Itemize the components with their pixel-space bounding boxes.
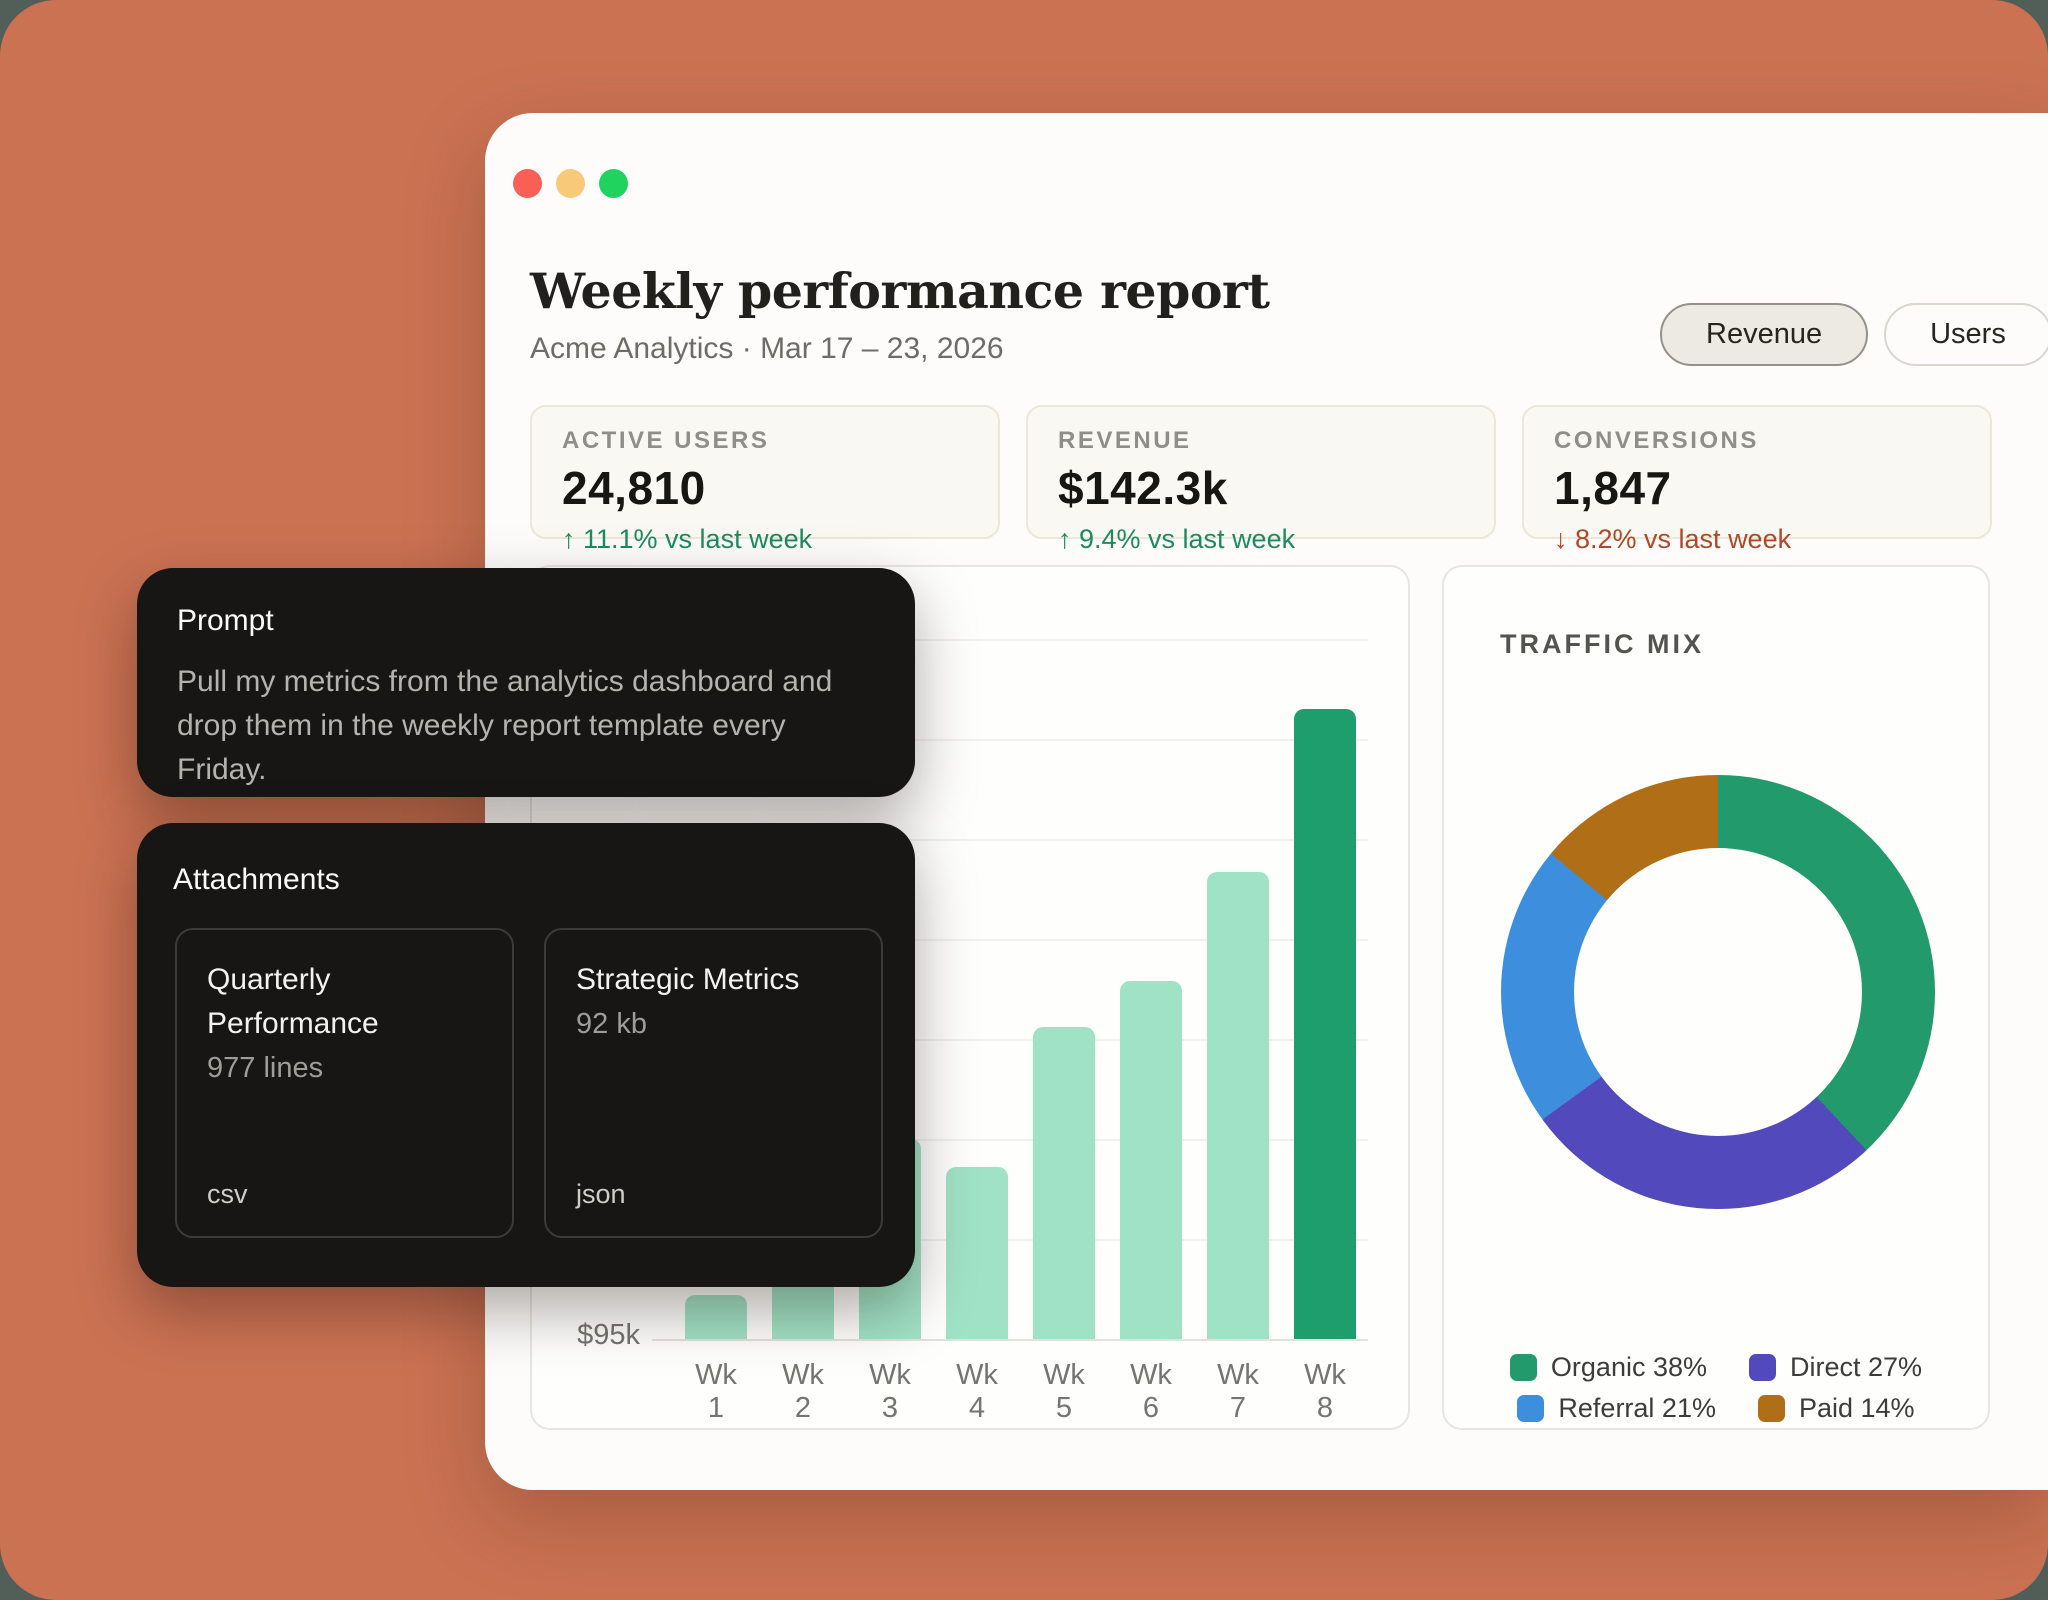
bar-wk6 [1120,981,1182,1339]
page-subtitle: Acme Analytics · Mar 17 – 23, 2026 [530,332,1004,365]
attachment-name: Strategic Metrics [576,963,800,996]
direct-swatch-icon [1749,1354,1777,1381]
legend-label: Organic 38% [1550,1352,1708,1382]
x-tick-label: Wk 5 [1043,1359,1085,1424]
kpi-row: ACTIVE USERS 24,810 ↑ 11.1% vs last week RE… [530,405,1992,554]
attachment-filetype-badge: csv [207,1179,248,1209]
legend-item-referral: Referral 21% [1517,1393,1716,1424]
close-window-icon[interactable] [513,169,542,198]
attachment-file-card[interactable]: Strategic Metrics 92 kb json [544,928,883,1238]
x-tick-label: Wk 1 [695,1359,737,1424]
revenue-toggle-button[interactable]: Revenue [1660,303,1869,366]
x-tick-label: Wk 4 [956,1359,998,1424]
legend-item-organic: Organic 38% [1509,1352,1708,1383]
kpi-label: REVENUE [1058,427,1192,454]
kpi-value: 1,847 [1554,462,1672,514]
attachment-meta: 977 lines [207,1052,324,1084]
gridline [652,839,1368,841]
attachment-name: Quarterly Performance [207,963,379,1040]
kpi-card-active-users: ACTIVE USERS 24,810 ↑ 11.1% vs last week [530,405,1000,554]
bar-wk5 [1033,1027,1095,1339]
x-tick-label: Wk 7 [1217,1359,1259,1424]
attachments-overlay-card: Attachments Quarterly Performance 977 lin… [137,823,915,1287]
y-axis-base-label: $95k [577,1319,640,1351]
prompt-overlay-card: Prompt Pull my metrics from the analytic… [137,568,915,797]
legend-row: Referral 21% Paid 14% [1517,1393,1915,1424]
legend-label: Paid 14% [1798,1393,1915,1423]
legend-label: Referral 21% [1558,1393,1716,1423]
x-axis-line [652,1339,1368,1341]
page-title: Weekly performance report [530,262,1270,320]
x-tick-label: Wk 8 [1304,1359,1346,1424]
bar-wk7 [1207,872,1269,1339]
legend-label: Direct 27% [1790,1352,1923,1382]
kpi-delta: ↓ 8.2% vs last week [1554,524,1792,554]
legend-item-paid: Paid 14% [1757,1393,1915,1424]
kpi-card-revenue: REVENUE $142.3k ↑ 9.4% vs last week [1026,405,1496,554]
referral-swatch-icon [1517,1395,1545,1422]
gridline [652,739,1368,741]
bar-wk8 [1294,709,1356,1339]
x-tick-label: Wk 6 [1130,1359,1172,1424]
traffic-mix-card: TRAFFIC MIX Organic 38% Direct 27% Referra… [1442,565,1990,1430]
legend-row: Organic 38% Direct 27% [1509,1352,1922,1383]
gridline [652,1139,1368,1141]
paid-swatch-icon [1757,1395,1785,1422]
x-tick-label: Wk 3 [869,1359,911,1424]
kpi-delta: ↑ 9.4% vs last week [1058,524,1296,554]
kpi-label: CONVERSIONS [1554,427,1759,454]
attachment-file-card[interactable]: Quarterly Performance 977 lines csv [175,928,514,1238]
kpi-card-conversions: CONVERSIONS 1,847 ↓ 8.2% vs last week [1522,405,1992,554]
traffic-mix-donut-chart [1501,775,1935,1209]
traffic-mix-heading: TRAFFIC MIX [1500,629,1704,659]
gridline [652,639,1368,641]
metric-toggle-group: Revenue Users [1660,303,2048,366]
attachment-file-list: Quarterly Performance 977 lines csv Strateg… [175,928,883,1238]
kpi-value: $142.3k [1058,462,1228,514]
x-tick-label: Wk 2 [782,1359,824,1424]
attachments-card-title: Attachments [173,863,340,896]
kpi-label: ACTIVE USERS [562,427,770,454]
legend-item-direct: Direct 27% [1749,1352,1922,1383]
kpi-delta: ↑ 11.1% vs last week [562,524,813,554]
users-toggle-button[interactable]: Users [1884,303,2048,366]
prompt-card-title: Prompt [177,604,274,637]
donut-legend: Organic 38% Direct 27% Referral 21% Paid 14… [1444,1352,1988,1424]
gridline [652,1239,1368,1241]
gridline [652,939,1368,941]
bar-wk1 [685,1295,747,1339]
organic-swatch-icon [1509,1354,1537,1381]
zoom-window-icon[interactable] [599,169,628,198]
attachment-filetype-badge: json [576,1179,626,1209]
bar-wk4 [946,1167,1008,1339]
attachment-meta: 92 kb [576,1008,647,1040]
window-controls [513,169,628,198]
minimize-window-icon[interactable] [556,169,585,198]
kpi-value: 24,810 [562,462,706,514]
prompt-card-body: Pull my metrics from the analytics dashb… [177,665,833,786]
gridline [652,1039,1368,1041]
